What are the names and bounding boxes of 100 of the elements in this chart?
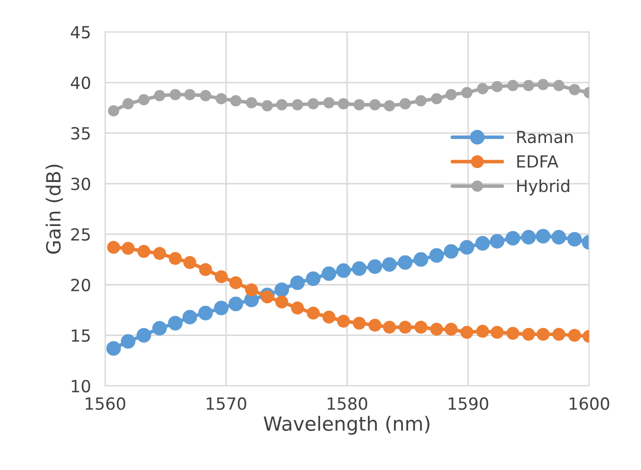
point (352, 261, 366, 276)
y-tick-label: 45 (70, 26, 90, 39)
point (292, 99, 304, 110)
point (522, 80, 534, 92)
point (228, 296, 244, 312)
point (154, 90, 166, 102)
point (108, 105, 120, 116)
point (398, 255, 412, 270)
x-tick-label: 1570 (206, 397, 246, 410)
point (382, 320, 396, 334)
point (246, 97, 258, 108)
point (490, 326, 504, 339)
point (122, 242, 135, 255)
y-tick-label: 40 (70, 76, 90, 90)
point (521, 230, 536, 245)
point (382, 257, 397, 272)
point (306, 306, 320, 320)
point (170, 89, 181, 100)
point (368, 259, 382, 274)
point (138, 94, 150, 106)
legend-label: EDFA (517, 155, 558, 168)
y-tick-label: 10 (72, 380, 90, 392)
point (552, 328, 566, 341)
point (522, 328, 536, 341)
point (336, 263, 351, 278)
point (568, 84, 580, 96)
point (216, 93, 227, 104)
point (107, 240, 120, 254)
point (322, 266, 336, 281)
point (153, 246, 166, 260)
y-axis-title: Gain (dB) (46, 164, 63, 254)
point (552, 230, 566, 245)
point (199, 263, 212, 276)
point (354, 99, 365, 110)
point (568, 328, 582, 342)
point (183, 256, 196, 269)
point (414, 252, 428, 267)
point (120, 334, 136, 349)
y-tick-label: 20 (71, 278, 90, 292)
point (384, 100, 396, 112)
point (352, 316, 366, 330)
legend-label: Raman (517, 130, 573, 144)
point (460, 326, 474, 339)
point (415, 95, 427, 106)
point (137, 244, 150, 258)
point (245, 283, 258, 296)
point (460, 240, 474, 255)
x-tick-label: 1590 (448, 397, 488, 410)
point (567, 232, 582, 247)
x-tick-label: 1560 (86, 397, 126, 410)
point (184, 89, 196, 100)
point (291, 302, 304, 314)
point (122, 98, 134, 110)
point (308, 98, 319, 110)
point (400, 98, 411, 110)
point (322, 310, 336, 324)
x-tick-label: 1580 (328, 397, 368, 410)
point (461, 87, 473, 98)
point (214, 270, 228, 284)
x-tick-label: 1600 (570, 397, 610, 410)
point (475, 236, 490, 251)
point (106, 341, 121, 356)
point (136, 328, 152, 343)
point (476, 82, 488, 94)
point (168, 252, 182, 265)
point (152, 320, 167, 336)
point (398, 320, 412, 334)
point (369, 99, 381, 110)
point (368, 318, 382, 332)
point (198, 306, 213, 320)
point (446, 89, 457, 100)
point (553, 80, 564, 92)
point (306, 271, 321, 286)
point (414, 320, 428, 334)
point (262, 100, 273, 112)
point (430, 322, 444, 336)
point (200, 90, 212, 102)
y-tick-label: 30 (71, 178, 90, 190)
point (276, 99, 288, 110)
point (275, 295, 288, 308)
point (537, 78, 549, 90)
point (492, 80, 503, 92)
x-axis-title: Wavelength (nm) (264, 416, 430, 435)
point (444, 322, 458, 336)
point (214, 300, 229, 316)
point (431, 93, 442, 104)
point (507, 80, 518, 92)
point (476, 324, 490, 338)
point (506, 326, 520, 340)
point (444, 244, 458, 259)
point (290, 275, 305, 290)
point (168, 316, 183, 330)
point (536, 328, 550, 341)
point (429, 248, 444, 263)
point (229, 276, 242, 290)
y-tick-label: 35 (71, 127, 90, 140)
y-tick-label: 25 (71, 228, 90, 241)
y-tick-label: 15 (72, 329, 90, 342)
point (182, 310, 198, 324)
point (338, 98, 350, 110)
